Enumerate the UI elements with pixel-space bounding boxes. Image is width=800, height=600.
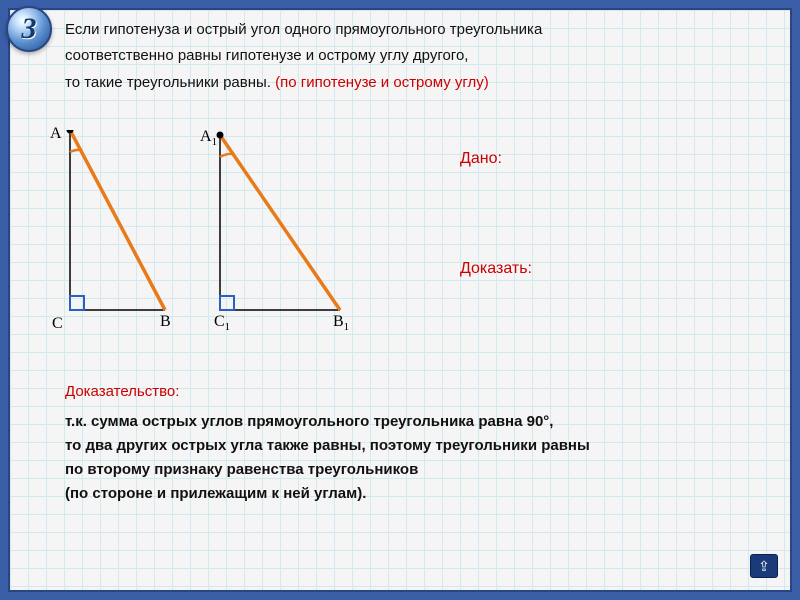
label-a1-sub: 1 <box>212 136 218 148</box>
theorem-text: Если гипотенуза и острый угол одного пря… <box>10 10 790 109</box>
nav-button[interactable]: ⇪ <box>750 554 778 578</box>
t1-right-angle <box>70 296 84 310</box>
label-c1-letter: C <box>214 313 225 330</box>
theorem-line-3-black: то такие треугольники равны. <box>65 74 275 91</box>
label-b: B <box>160 313 171 331</box>
triangles-svg <box>50 130 380 330</box>
t2-hypotenuse <box>220 135 340 310</box>
nav-icon: ⇪ <box>758 558 770 575</box>
theorem-line-2: соответственно равны гипотенузе и остром… <box>65 46 770 66</box>
diagram-area: A C B A1 C1 B1 Дано: Доказать: <box>50 130 770 350</box>
label-a1: A1 <box>200 128 217 148</box>
proof-line-2b: поэтому треугольники равны <box>366 437 590 454</box>
proof-line-4: (по стороне и прилежащим к ней углам). <box>65 482 765 506</box>
prove-text: Доказать: <box>460 260 532 277</box>
label-a: A <box>50 125 62 143</box>
proof-line-3: по второму признаку равенства треугольни… <box>65 458 765 482</box>
t1-angle-arc <box>70 150 81 152</box>
slide-number: 3 <box>22 12 37 46</box>
theorem-line-3: то такие треугольники равны. (по гипотен… <box>65 73 770 93</box>
proof-line-2: то два других острых угла также равны, п… <box>65 434 765 458</box>
label-c1-sub: 1 <box>225 321 231 333</box>
given-text: Дано: <box>460 150 502 167</box>
label-b1-letter: B <box>333 313 344 330</box>
label-b1-sub: 1 <box>344 321 350 333</box>
t2-angle-arc <box>220 154 233 157</box>
t2-right-angle <box>220 296 234 310</box>
label-c1: C1 <box>214 313 230 333</box>
label-a1-letter: A <box>200 128 212 145</box>
label-b1: B1 <box>333 313 349 333</box>
slide-content-area: 3 Если гипотенуза и острый угол одного п… <box>8 8 792 592</box>
given-label: Дано: <box>460 150 502 168</box>
t2-point-a <box>217 132 224 139</box>
label-c: C <box>52 315 63 333</box>
slide-number-badge: 3 <box>6 6 52 52</box>
proof-block: Доказательство: т.к. сумма острых углов … <box>65 380 765 506</box>
proof-line-2a: то два других острых угла также равны, <box>65 437 366 454</box>
proof-title: Доказательство: <box>65 380 765 404</box>
slide-frame: 3 Если гипотенуза и острый угол одного п… <box>0 0 800 600</box>
theorem-line-3-red: (по гипотенузе и острому углу) <box>275 74 489 91</box>
theorem-line-1: Если гипотенуза и острый угол одного пря… <box>65 20 770 40</box>
proof-line-1: т.к. сумма острых углов прямоугольного т… <box>65 410 765 434</box>
t1-hypotenuse <box>70 130 165 310</box>
prove-label: Доказать: <box>460 260 532 278</box>
